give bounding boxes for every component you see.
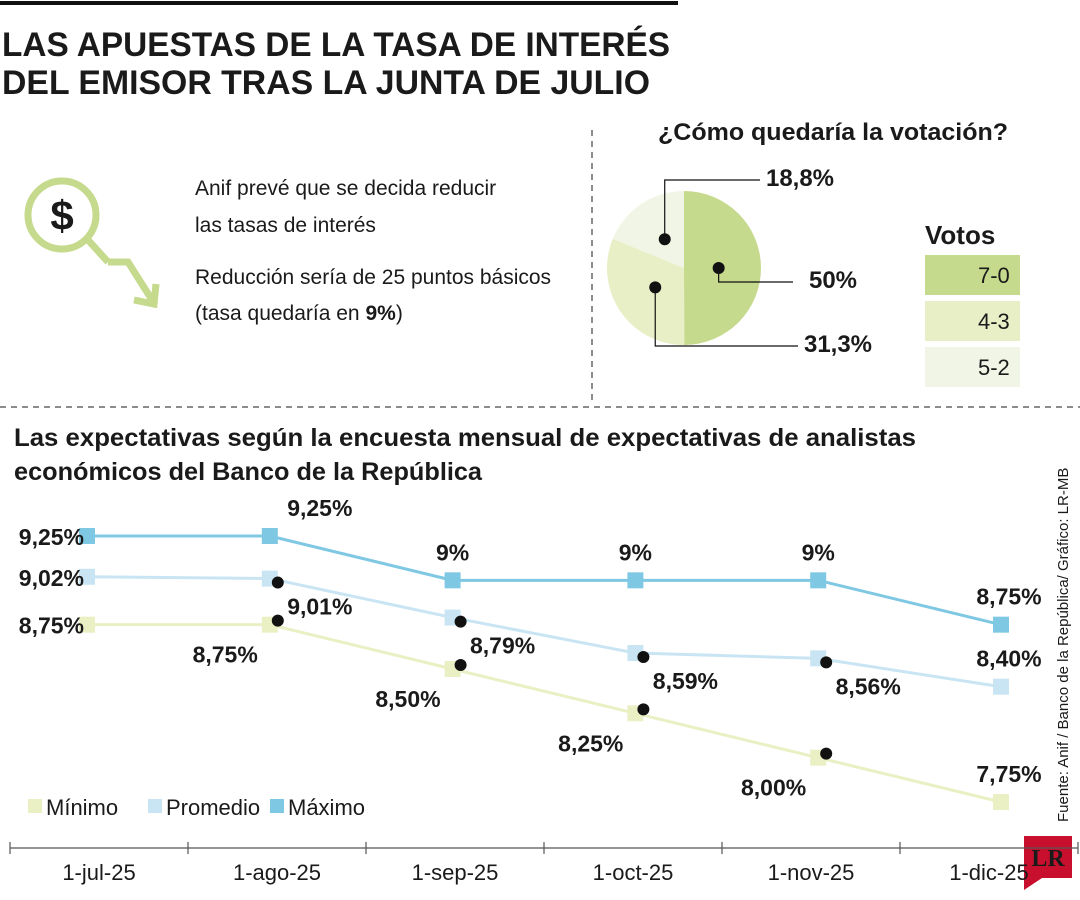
point-marker <box>627 572 644 589</box>
leader-dot <box>820 656 833 669</box>
logo-text: LR <box>1031 846 1065 872</box>
leader-dot <box>649 281 662 294</box>
data-label: 8,56% <box>836 673 901 699</box>
legend-label: 4-3 <box>978 309 1010 334</box>
leader-dot <box>637 703 650 716</box>
data-label: 18,8% <box>766 165 834 192</box>
source: Fuente: Anif / Banco de la República/ Gr… <box>1055 468 1072 822</box>
legend-swatch <box>925 255 1020 295</box>
data-label: 8,75% <box>976 584 1041 610</box>
legend-title: Votos <box>925 220 995 250</box>
point-marker <box>444 572 461 589</box>
legend-label: 5-2 <box>978 355 1010 380</box>
icon: $ <box>24 177 160 309</box>
series-line <box>87 534 1002 627</box>
x-tick-label: 1-jul-25 <box>62 860 135 885</box>
header-title: DEL EMISOR TRAS LA JUNTA DE JULIO <box>2 64 650 102</box>
legend-label: Promedio <box>166 795 260 820</box>
data-label: 8,00% <box>741 775 806 801</box>
leader-line <box>654 287 798 347</box>
leader-dot <box>658 233 671 246</box>
legend-label: Mínimo <box>46 795 118 820</box>
leader-dot <box>637 651 650 664</box>
chart-title: ¿Cómo quedaría la votación? <box>658 119 1008 146</box>
data-label: 8,75% <box>193 642 258 668</box>
data-label: 31,3% <box>804 331 872 358</box>
legend-swatch <box>925 301 1020 341</box>
x-tick-label: 1-dic-25 <box>949 860 1028 885</box>
data-label: 9,01% <box>287 594 352 620</box>
data-label: 8,40% <box>976 646 1041 672</box>
data-label: 9% <box>619 539 652 565</box>
note: (tasa quedaría en 9%) <box>195 302 403 325</box>
svg-text:$: $ <box>50 192 73 239</box>
data-label: 8,75% <box>19 613 84 639</box>
chart-title: Las expectativas según la encuesta mensu… <box>14 424 916 452</box>
leader-dot <box>820 747 833 760</box>
legend-label: 7-0 <box>978 263 1010 288</box>
series-line <box>86 575 1002 689</box>
data-label: 8,79% <box>470 633 535 659</box>
x-tick-label: 1-ago-25 <box>233 860 321 885</box>
data-label: 9,25% <box>19 524 84 550</box>
point-marker <box>79 528 95 544</box>
data-label: 7,75% <box>976 761 1041 787</box>
x-tick-label: 1-sep-25 <box>412 860 499 885</box>
point-marker <box>810 572 827 589</box>
legend-swatch <box>28 799 42 813</box>
pie-slice <box>607 238 685 345</box>
note: Reducción sería de 25 puntos básicos <box>195 266 551 289</box>
data-label: 8,50% <box>375 686 440 712</box>
point-marker <box>261 528 278 544</box>
logo: LR <box>1024 836 1072 890</box>
x-tick-label: 1-nov-25 <box>768 860 855 885</box>
header-title: LAS APUESTAS DE LA TASA DE INTERÉS <box>2 26 670 64</box>
data-label: 8,25% <box>558 730 623 756</box>
point-marker <box>993 794 1009 810</box>
legend-swatch <box>148 799 162 813</box>
leader-dot <box>712 261 725 274</box>
note: Anif prevé que se decida reducir <box>195 177 496 200</box>
leader-dot <box>454 659 467 671</box>
pie-slice <box>612 191 684 268</box>
legend-swatch <box>925 347 1020 387</box>
leader-dot <box>271 614 284 627</box>
note: las tasas de interés <box>195 214 376 237</box>
point-marker <box>993 616 1009 633</box>
leader-dot <box>271 576 284 589</box>
legend-swatch <box>270 799 284 813</box>
data-label: 9,25% <box>287 495 352 521</box>
leader-dot <box>454 615 467 628</box>
series-line <box>87 623 1002 804</box>
chart-title: económicos del Banco de la República <box>14 458 483 486</box>
data-label: 9% <box>436 539 469 565</box>
data-label: 50% <box>809 267 857 294</box>
data-label: 8,59% <box>653 668 718 694</box>
x-tick-label: 1-oct-25 <box>593 860 674 885</box>
point-marker <box>79 568 95 585</box>
point-marker <box>993 678 1009 695</box>
point-marker <box>79 616 95 633</box>
legend-label: Máximo <box>288 795 365 820</box>
leader-line <box>664 179 760 240</box>
data-label: 9,02% <box>19 565 84 591</box>
data-label: 9% <box>802 539 835 565</box>
